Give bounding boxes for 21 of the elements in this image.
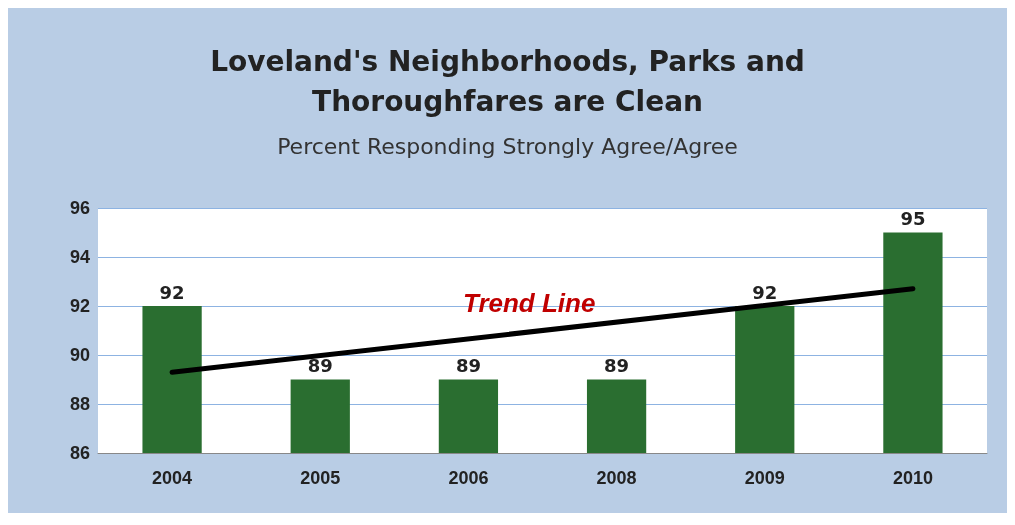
x-tick-label: 2006 bbox=[448, 468, 489, 488]
y-tick-label: 88 bbox=[69, 394, 90, 414]
data-label: 89 bbox=[455, 355, 481, 376]
y-tick-label: 96 bbox=[69, 198, 90, 218]
data-label: 95 bbox=[900, 208, 926, 229]
x-tick-label: 2010 bbox=[892, 468, 933, 488]
chart-title: Loveland's Neighborhoods, Parks and Thoroughfares are Clean bbox=[210, 44, 805, 118]
data-label: 89 bbox=[604, 355, 630, 376]
data-label: 92 bbox=[752, 281, 778, 303]
y-tick-label: 92 bbox=[69, 296, 90, 316]
y-tick-label: 94 bbox=[69, 247, 90, 267]
x-tick-label: 2009 bbox=[744, 468, 785, 488]
y-tick-label: 86 bbox=[69, 443, 90, 463]
data-label: 92 bbox=[159, 281, 185, 303]
y-tick-label: 90 bbox=[69, 345, 90, 365]
x-tick-label: 2008 bbox=[596, 468, 637, 488]
annotation: Trend Line bbox=[463, 288, 596, 318]
x-tick-label: 2005 bbox=[300, 468, 341, 488]
data-label: 89 bbox=[307, 355, 333, 376]
x-tick-label: 2004 bbox=[152, 468, 193, 488]
chart-subtitle: Percent Responding Strongly Agree/Agree bbox=[277, 133, 738, 159]
